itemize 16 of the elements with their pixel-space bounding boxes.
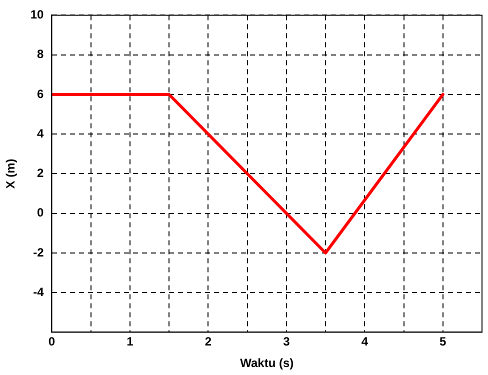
y-tick-label: 4	[37, 126, 44, 140]
y-tick-label: 6	[37, 86, 44, 101]
x-tick-label: 1	[126, 334, 134, 349]
y-tick-label: -4	[33, 284, 44, 299]
x-axis-title: Waktu (s)	[240, 356, 294, 370]
x-tick-label: 3	[283, 334, 290, 349]
x-tick-label: 0	[48, 334, 56, 349]
x-tick-label: 4	[361, 334, 368, 349]
y-tick-label: 2	[37, 166, 44, 180]
y-tick-label: 10	[30, 8, 44, 22]
y-axis-title: X (m)	[4, 158, 18, 189]
y-tick-label: 0	[37, 206, 44, 220]
x-tick-label: 2	[204, 334, 212, 349]
x-tick-label: 5	[440, 334, 447, 349]
y-tick-label: -2	[33, 245, 44, 260]
y-tick-label: 8	[37, 47, 44, 62]
